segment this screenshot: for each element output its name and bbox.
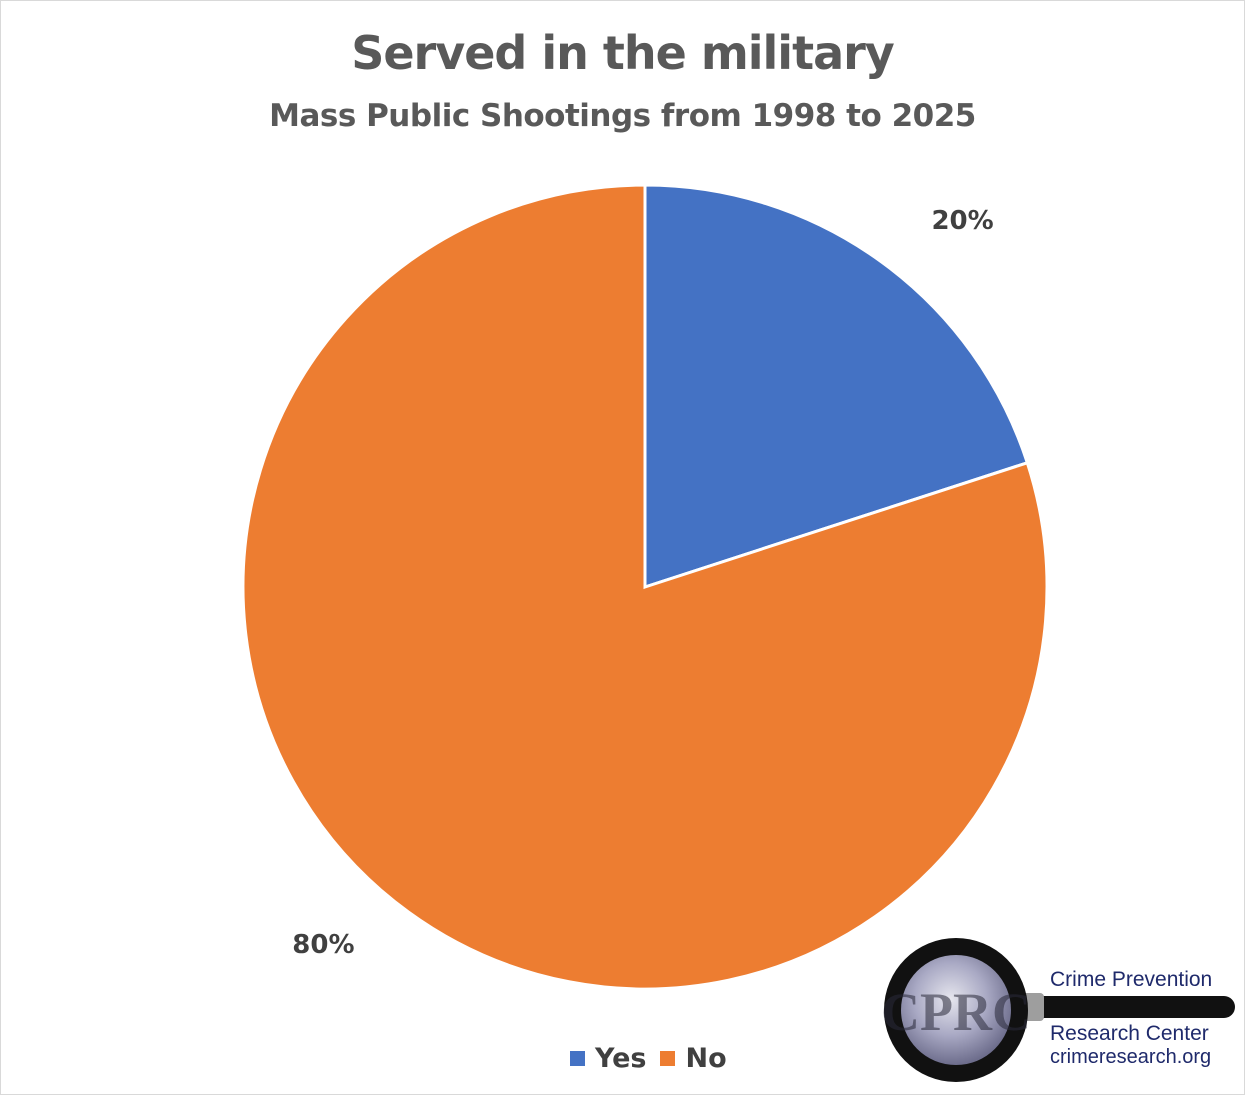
pie-slice-yes [643,183,1030,590]
legend: Yes No [570,1038,727,1078]
legend-item-yes: Yes [570,1043,646,1074]
legend-swatch-no [660,1050,676,1066]
logo-monogram: CPRC [882,982,1031,1042]
data-label-yes: 20% [931,206,993,236]
legend-swatch-yes [570,1050,585,1066]
chart-title: Served in the military [351,26,895,80]
data-label-no: 80% [292,930,354,960]
chart-subtitle: Mass Public Shootings from 1998 to 2025 [269,98,976,134]
pie-slice-no [241,183,1049,991]
legend-label-no: No [685,1042,727,1074]
magnifier-logo-icon: CPRC [881,938,1235,1082]
logo-name-line1: Crime Prevention [1050,968,1213,991]
legend-item-no: No [660,1042,727,1074]
cprc-logo: CPRC Crime Prevention Research Center cr… [881,930,1242,1090]
logo-name-line2: Research Center [1050,1022,1209,1045]
logo-url: crimeresearch.org [1050,1046,1212,1068]
legend-label-yes: Yes [595,1042,647,1074]
